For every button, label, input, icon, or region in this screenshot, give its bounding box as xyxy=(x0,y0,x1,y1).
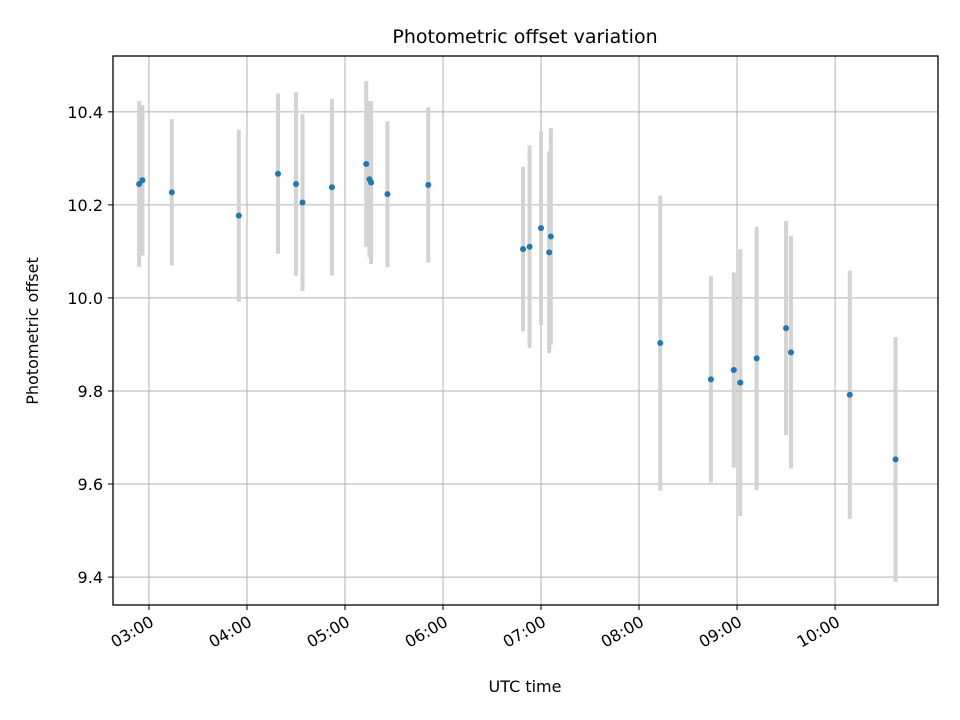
y-tick-label: 10.0 xyxy=(67,289,103,308)
data-point xyxy=(275,170,281,177)
data-point xyxy=(892,456,899,463)
data-point xyxy=(526,243,533,250)
data-point xyxy=(139,177,146,184)
data-point xyxy=(546,249,553,256)
y-axis-label: Photometric offset xyxy=(23,257,42,405)
data-point xyxy=(538,225,545,232)
data-point xyxy=(737,379,744,386)
data-point xyxy=(363,160,370,167)
data-point xyxy=(328,184,335,191)
y-tick-label: 9.8 xyxy=(78,382,103,401)
data-point xyxy=(730,367,737,374)
data-points xyxy=(136,160,899,463)
data-point xyxy=(846,391,853,398)
plot-area-frame xyxy=(112,55,939,606)
y-axis: 9.4 9.6 9.8 10.0 10.2 10.4 xyxy=(67,103,113,587)
data-point xyxy=(520,246,527,253)
data-point xyxy=(707,376,714,383)
data-point xyxy=(657,340,664,347)
grid xyxy=(113,56,938,605)
y-tick-label: 10.2 xyxy=(67,196,103,215)
y-tick-label: 10.4 xyxy=(67,103,103,122)
data-point xyxy=(547,233,554,240)
x-axis-label: UTC time xyxy=(489,677,562,696)
y-tick-label: 9.6 xyxy=(78,475,103,494)
data-point xyxy=(235,212,242,219)
data-point xyxy=(292,180,299,187)
y-tick-label: 9.4 xyxy=(78,568,103,587)
data-point xyxy=(783,325,790,332)
data-point xyxy=(753,355,760,362)
data-point xyxy=(787,349,794,356)
data-point xyxy=(168,189,175,196)
data-point xyxy=(384,191,391,198)
data-point xyxy=(299,199,306,206)
data-point xyxy=(425,181,432,188)
chart-title: Photometric offset variation xyxy=(392,26,657,48)
data-point xyxy=(368,179,375,186)
